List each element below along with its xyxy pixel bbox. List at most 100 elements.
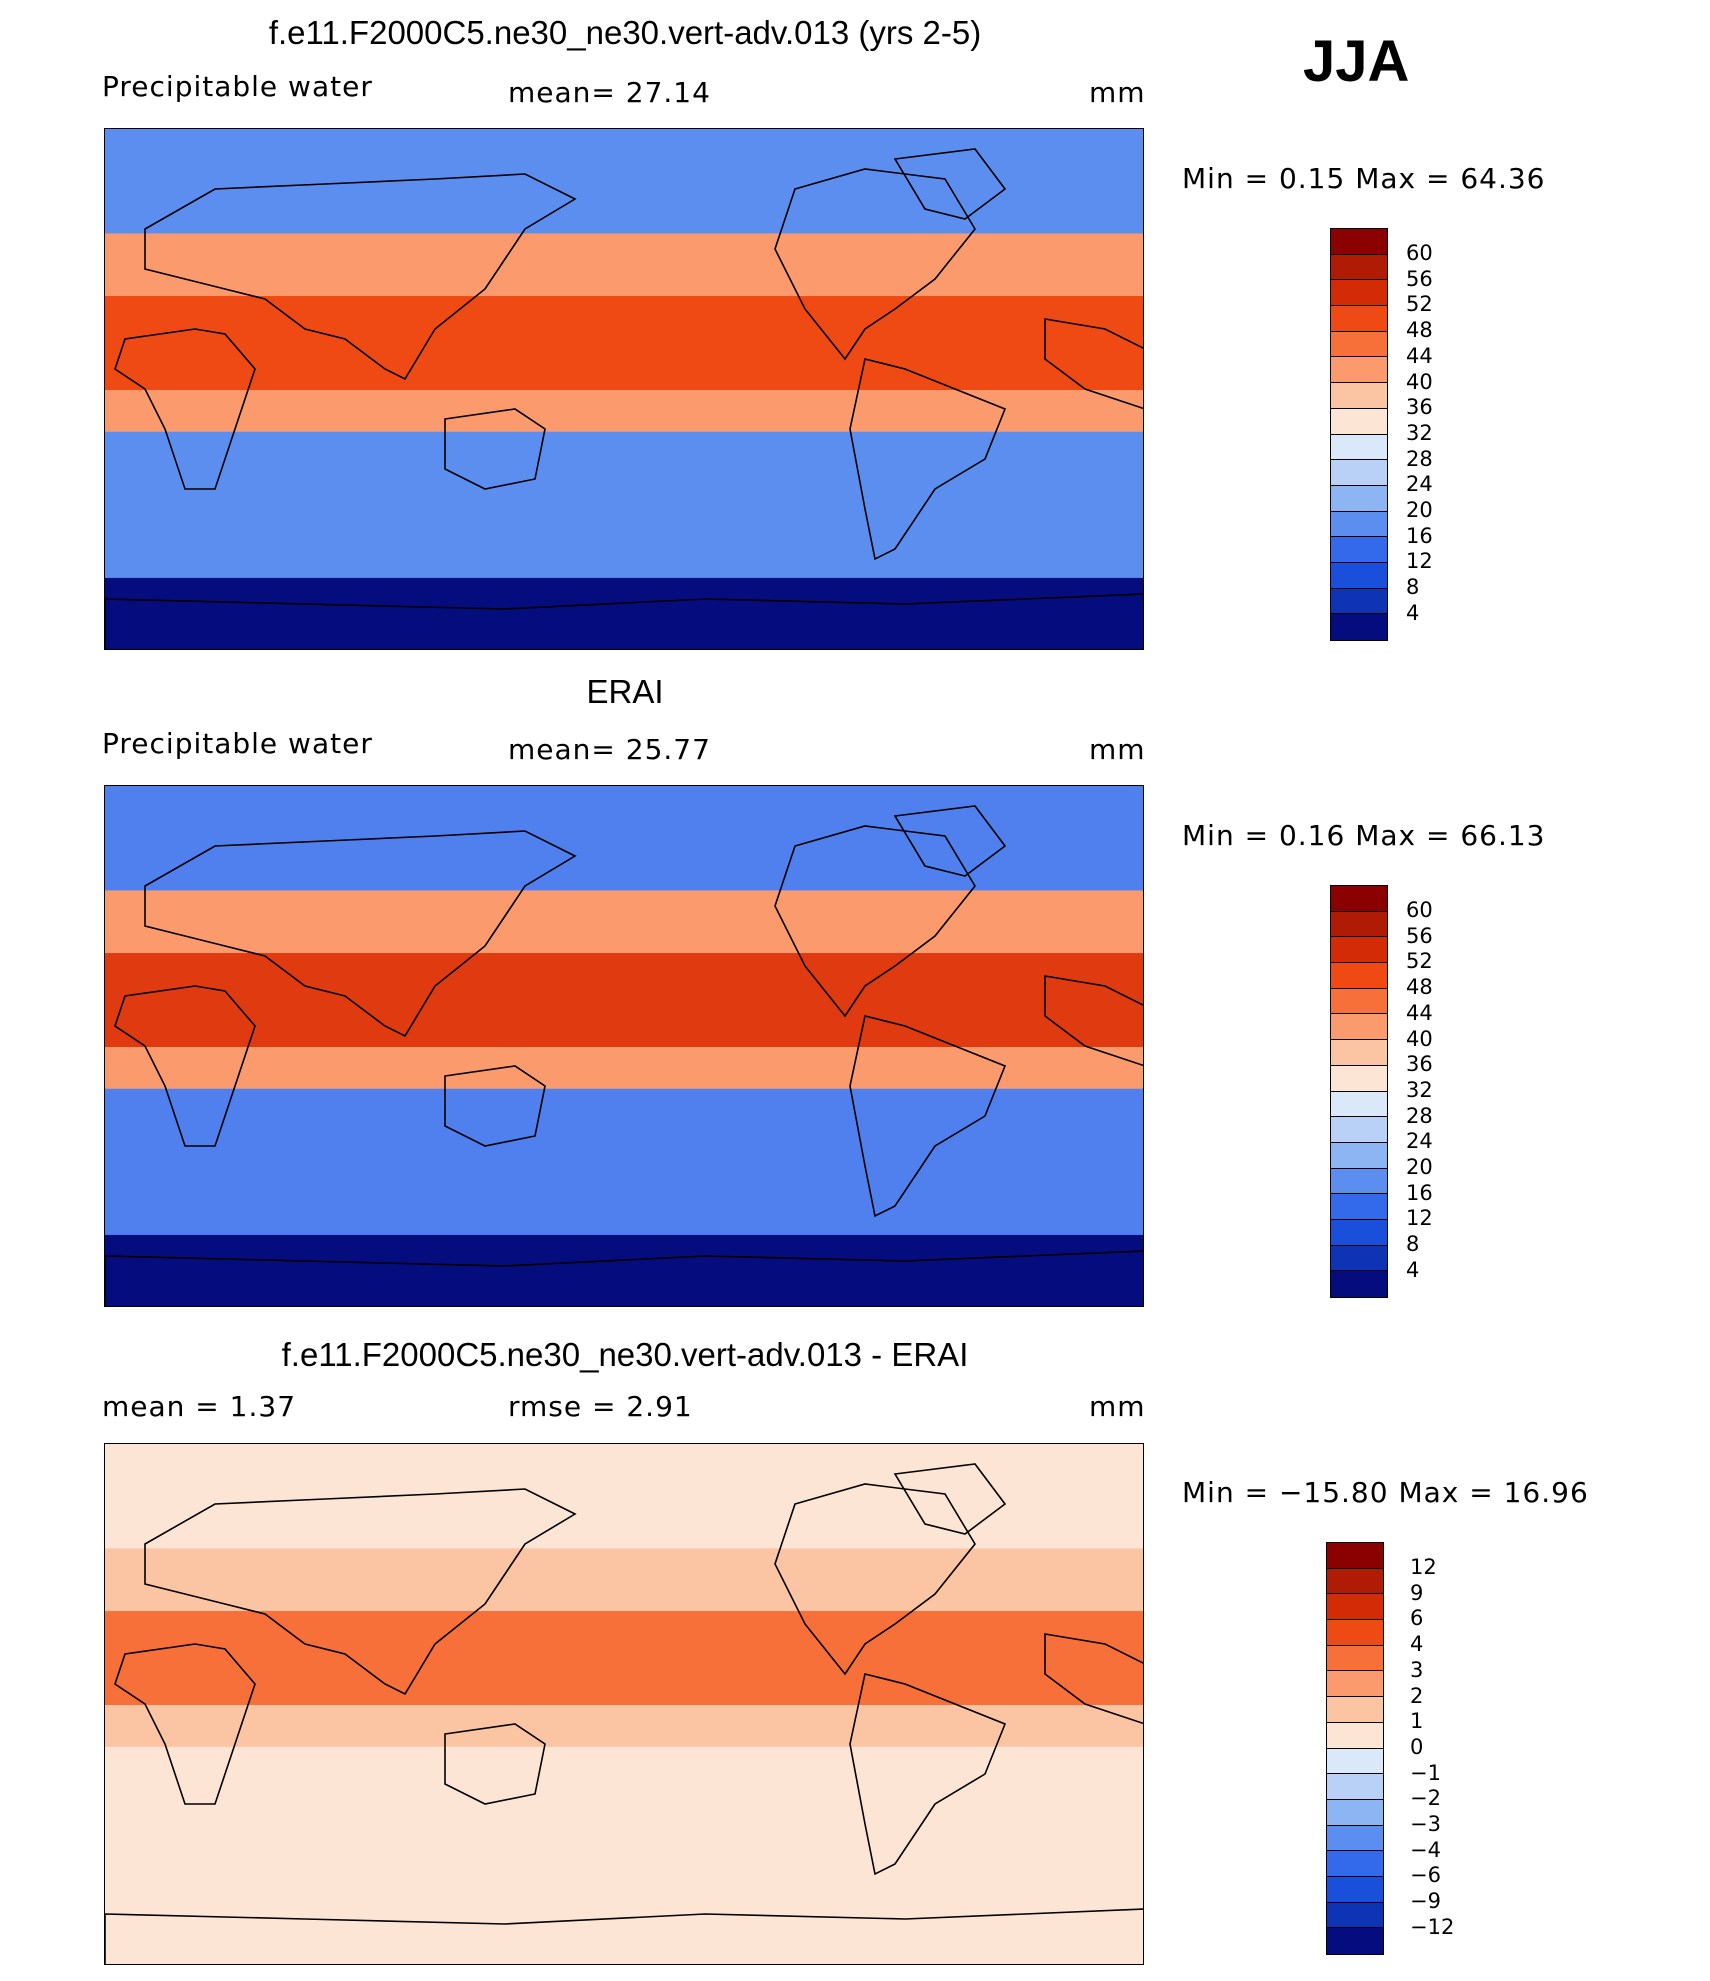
panel-1-units-label: mm bbox=[1089, 76, 1146, 109]
colorbar-swatch bbox=[1331, 1194, 1387, 1220]
panel-2-units-label: mm bbox=[1089, 733, 1146, 766]
colorbar-swatch bbox=[1327, 1543, 1383, 1569]
colorbar-tick-label: −2 bbox=[1410, 1786, 1441, 1811]
colorbar-swatch bbox=[1331, 537, 1387, 563]
panel-3-minmax-label: Min = −15.80 Max = 16.96 bbox=[1182, 1476, 1589, 1509]
field-band bbox=[105, 577, 1143, 649]
colorbar-tick-label: −6 bbox=[1410, 1863, 1441, 1888]
colorbar-tick-label: 4 bbox=[1406, 600, 1420, 625]
field-band bbox=[105, 390, 1143, 433]
panel-2-colorbar-ticks: 60 56 52 48 44 40 36 32 28 24 20 16 12 8 4 bbox=[1406, 898, 1433, 1284]
colorbar-swatch bbox=[1327, 1594, 1383, 1621]
field-band bbox=[105, 1088, 1143, 1163]
colorbar-tick-label: 60 bbox=[1406, 898, 1433, 922]
panel-1-colorbar bbox=[1330, 228, 1388, 641]
colorbar-tick-label: 56 bbox=[1406, 923, 1433, 948]
colorbar-swatch bbox=[1327, 1774, 1383, 1800]
colorbar-swatch bbox=[1331, 331, 1387, 358]
colorbar-tick-label: 24 bbox=[1406, 472, 1433, 497]
field-band bbox=[105, 170, 1143, 235]
coastline bbox=[849, 1015, 1007, 1218]
colorbar-tick-label: 52 bbox=[1406, 292, 1433, 317]
panel-3-units-label: mm bbox=[1089, 1390, 1146, 1423]
colorbar-tick-label: 20 bbox=[1406, 498, 1433, 523]
panel-3-colorbar-ticks: 12 9 6 4 3 2 1 0 −1 −2 −3 −4 −6 −9 −12 bbox=[1410, 1555, 1454, 1941]
field-band bbox=[105, 1485, 1143, 1550]
colorbar-tick-label: −4 bbox=[1410, 1837, 1441, 1862]
coastline bbox=[144, 1488, 577, 1696]
colorbar-tick-label: 24 bbox=[1406, 1129, 1433, 1154]
colorbar-swatch bbox=[1327, 1671, 1383, 1698]
field-band bbox=[105, 953, 1143, 1048]
panel-3-map bbox=[104, 1443, 1144, 1965]
field-band bbox=[105, 1548, 1143, 1613]
colorbar-swatch bbox=[1331, 1091, 1387, 1118]
colorbar-swatch bbox=[1331, 1168, 1387, 1195]
colorbar-swatch bbox=[1331, 562, 1387, 589]
panel-1-minmax-label: Min = 0.15 Max = 64.36 bbox=[1182, 162, 1546, 195]
colorbar-tick-label: 6 bbox=[1410, 1606, 1424, 1631]
colorbar-swatch bbox=[1331, 1014, 1387, 1041]
colorbar-swatch bbox=[1327, 1620, 1383, 1646]
field-band bbox=[105, 1161, 1143, 1236]
colorbar-tick-label: 4 bbox=[1410, 1632, 1424, 1657]
colorbar-swatch bbox=[1331, 280, 1387, 307]
colorbar-swatch bbox=[1331, 511, 1387, 538]
coastline bbox=[893, 1463, 1007, 1535]
colorbar-tick-label: 28 bbox=[1406, 446, 1433, 471]
colorbar-swatch bbox=[1327, 1851, 1383, 1877]
season-label: JJA bbox=[1303, 29, 1410, 94]
coastline bbox=[105, 593, 1143, 649]
panel-2-minmax-label: Min = 0.16 Max = 66.13 bbox=[1182, 819, 1546, 852]
field-band bbox=[105, 296, 1143, 391]
panel-2-mean-label: mean= 25.77 bbox=[508, 733, 711, 766]
colorbar-swatch bbox=[1331, 229, 1387, 255]
panel-1-variable-label: Precipitable water bbox=[102, 70, 373, 103]
colorbar-tick-label: 28 bbox=[1406, 1103, 1433, 1128]
coastline bbox=[444, 408, 546, 490]
colorbar-swatch bbox=[1331, 1065, 1387, 1092]
coastline bbox=[774, 168, 976, 361]
colorbar-tick-label: 48 bbox=[1406, 318, 1433, 343]
colorbar-swatch bbox=[1331, 306, 1387, 332]
colorbar-tick-label: 40 bbox=[1406, 369, 1433, 394]
panel-2-variable-label: Precipitable water bbox=[102, 727, 373, 760]
coastline bbox=[1044, 1633, 1143, 1725]
panel-1-map bbox=[104, 128, 1144, 650]
panel-1-colorbar-ticks: 60 56 52 48 44 40 36 32 28 24 20 16 12 8 4 bbox=[1406, 241, 1433, 627]
panel-2-colorbar bbox=[1330, 885, 1388, 1298]
coastline bbox=[444, 1723, 546, 1805]
coastline bbox=[774, 1483, 976, 1676]
colorbar-tick-label: 0 bbox=[1410, 1734, 1424, 1759]
panel-3-mean-label: mean = 1.37 bbox=[102, 1390, 297, 1423]
colorbar-tick-label: 52 bbox=[1406, 949, 1433, 974]
colorbar-swatch bbox=[1331, 357, 1387, 384]
panel-3-rmse-label: rmse = 2.91 bbox=[508, 1390, 693, 1423]
field-band bbox=[105, 1234, 1143, 1306]
colorbar-swatch bbox=[1331, 614, 1387, 640]
colorbar-tick-label: 12 bbox=[1410, 1555, 1437, 1579]
colorbar-tick-label: 16 bbox=[1406, 523, 1433, 548]
colorbar-swatch bbox=[1327, 1748, 1383, 1775]
colorbar-swatch bbox=[1327, 1825, 1383, 1852]
colorbar-tick-label: 3 bbox=[1410, 1657, 1424, 1682]
colorbar-tick-label: 36 bbox=[1406, 1052, 1433, 1077]
field-band bbox=[105, 1611, 1143, 1706]
colorbar-tick-label: 36 bbox=[1406, 395, 1433, 420]
colorbar-swatch bbox=[1327, 1645, 1383, 1672]
coastline bbox=[849, 1673, 1007, 1876]
colorbar-swatch bbox=[1331, 408, 1387, 435]
colorbar-swatch bbox=[1331, 937, 1387, 964]
colorbar-swatch bbox=[1327, 1799, 1383, 1826]
colorbar-tick-label: 8 bbox=[1406, 1232, 1420, 1257]
colorbar-tick-label: −1 bbox=[1410, 1760, 1441, 1785]
coastline bbox=[444, 1065, 546, 1147]
colorbar-tick-label: 48 bbox=[1406, 975, 1433, 1000]
colorbar-tick-label: 60 bbox=[1406, 241, 1433, 265]
colorbar-swatch bbox=[1327, 1568, 1383, 1595]
colorbar-swatch bbox=[1331, 988, 1387, 1015]
coastline bbox=[105, 1250, 1143, 1306]
colorbar-tick-label: 20 bbox=[1406, 1155, 1433, 1180]
field-band bbox=[105, 431, 1143, 506]
colorbar-tick-label: 9 bbox=[1410, 1580, 1424, 1605]
